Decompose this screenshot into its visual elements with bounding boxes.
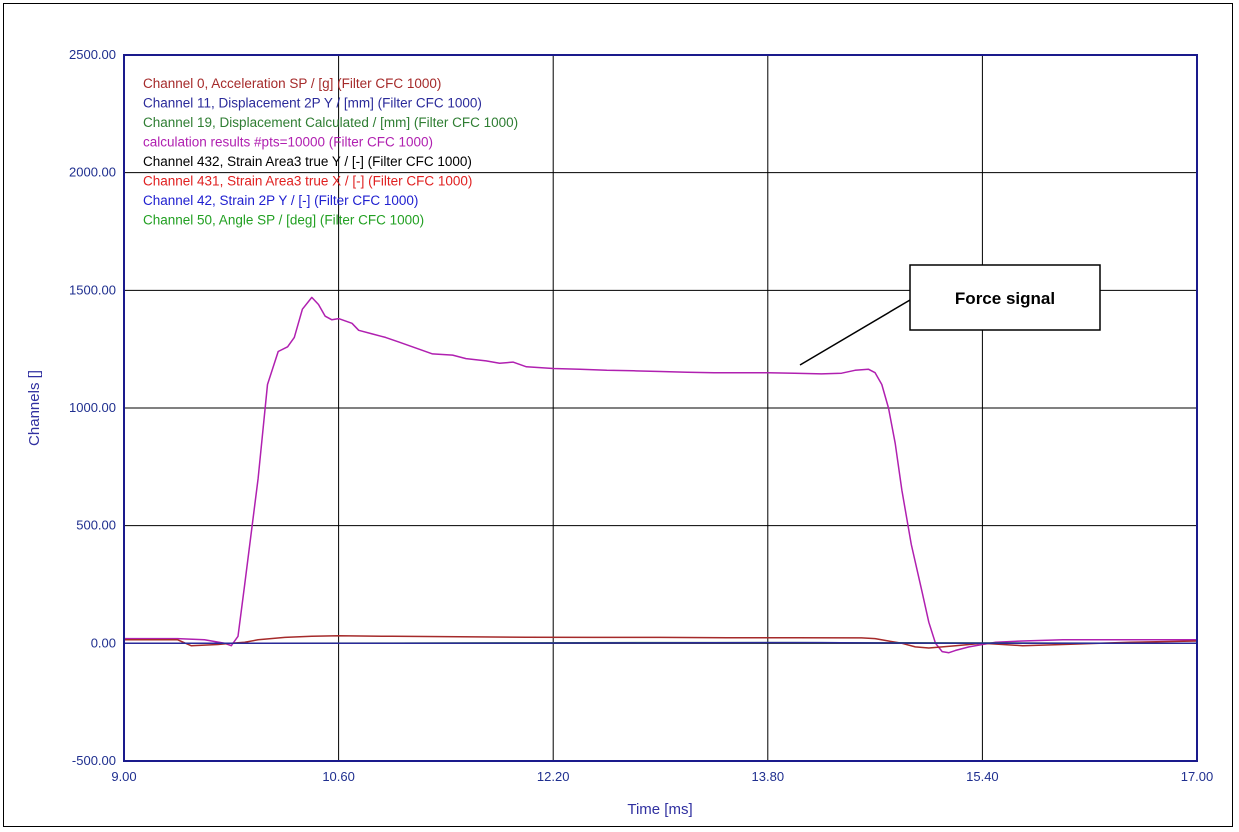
y-axis-title: Channels [] bbox=[26, 370, 43, 446]
legend-entry: Channel 50, Angle SP / [deg] (Filter CFC… bbox=[143, 213, 424, 228]
legend-entry: Channel 11, Displacement 2P Y / [mm] (Fi… bbox=[143, 96, 482, 111]
legend-entry: calculation results #pts=10000 (Filter C… bbox=[143, 135, 433, 150]
legend-entry: Channel 42, Strain 2P Y / [-] (Filter CF… bbox=[143, 193, 418, 208]
x-axis-title: Time [ms] bbox=[627, 801, 692, 818]
legend-entry: Channel 19, Displacement Calculated / [m… bbox=[143, 115, 518, 130]
y-tick-label: 1500.00 bbox=[69, 282, 116, 297]
legend-entry: Channel 0, Acceleration SP / [g] (Filter… bbox=[143, 76, 441, 91]
legend-entry: Channel 431, Strain Area3 true X / [-] (… bbox=[143, 174, 472, 189]
x-tick-label: 17.00 bbox=[1181, 769, 1214, 784]
y-tick-label: 1000.00 bbox=[69, 400, 116, 415]
y-tick-label: 500.00 bbox=[76, 518, 116, 533]
y-tick-labels: -500.00 0.00 500.00 1000.00 1500.00 2000.00 25… bbox=[69, 47, 116, 768]
callout-label: Force signal bbox=[955, 289, 1055, 308]
x-tick-label: 10.60 bbox=[322, 769, 355, 784]
x-tick-label: 12.20 bbox=[537, 769, 570, 784]
x-tick-label: 9.00 bbox=[111, 769, 136, 784]
x-tick-label: 15.40 bbox=[966, 769, 999, 784]
y-tick-label: -500.00 bbox=[72, 753, 116, 768]
y-tick-label: 0.00 bbox=[91, 635, 116, 650]
x-tick-label: 13.80 bbox=[752, 769, 785, 784]
series-line bbox=[124, 643, 1197, 644]
legend-entry: Channel 432, Strain Area3 true Y / [-] (… bbox=[143, 154, 472, 169]
y-tick-label: 2500.00 bbox=[69, 47, 116, 62]
x-tick-labels: 9.00 10.60 12.20 13.80 15.40 17.00 bbox=[111, 769, 1213, 784]
y-tick-label: 2000.00 bbox=[69, 165, 116, 180]
